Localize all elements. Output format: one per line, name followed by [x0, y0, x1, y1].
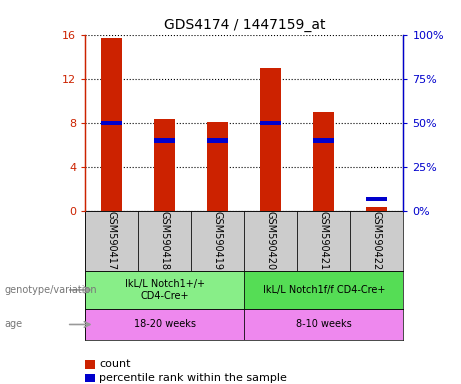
Text: IkL/L Notch1+/+
CD4-Cre+: IkL/L Notch1+/+ CD4-Cre+: [125, 279, 205, 301]
Bar: [350, 211, 403, 271]
Text: 8-10 weeks: 8-10 weeks: [296, 319, 352, 329]
Bar: [366, 197, 387, 201]
Text: IkL/L Notch1f/f CD4-Cre+: IkL/L Notch1f/f CD4-Cre+: [263, 285, 385, 295]
Text: count: count: [99, 359, 130, 369]
Bar: [244, 309, 403, 340]
Bar: [85, 211, 138, 271]
Bar: [85, 309, 244, 340]
Title: GDS4174 / 1447159_at: GDS4174 / 1447159_at: [164, 18, 325, 32]
Bar: [85, 271, 244, 309]
Bar: [154, 138, 175, 143]
Bar: [101, 38, 122, 211]
Text: percentile rank within the sample: percentile rank within the sample: [99, 373, 287, 383]
Bar: [101, 121, 122, 125]
Bar: [244, 271, 403, 309]
Text: GSM590422: GSM590422: [372, 211, 382, 271]
Text: GSM590417: GSM590417: [107, 212, 117, 270]
Text: age: age: [5, 319, 23, 329]
Bar: [244, 211, 297, 271]
Bar: [191, 211, 244, 271]
Text: genotype/variation: genotype/variation: [5, 285, 97, 295]
Bar: [138, 211, 191, 271]
Text: GSM590418: GSM590418: [160, 212, 170, 270]
Bar: [260, 121, 281, 125]
Bar: [297, 211, 350, 271]
Text: GSM590419: GSM590419: [213, 212, 223, 270]
Bar: [154, 119, 175, 211]
Bar: [313, 112, 334, 211]
Bar: [207, 122, 229, 211]
Bar: [260, 68, 281, 211]
Text: GSM590421: GSM590421: [319, 212, 329, 270]
Bar: [207, 138, 229, 143]
Text: 18-20 weeks: 18-20 weeks: [134, 319, 196, 329]
Bar: [366, 207, 387, 211]
Bar: [313, 138, 334, 143]
Text: GSM590420: GSM590420: [266, 212, 276, 270]
